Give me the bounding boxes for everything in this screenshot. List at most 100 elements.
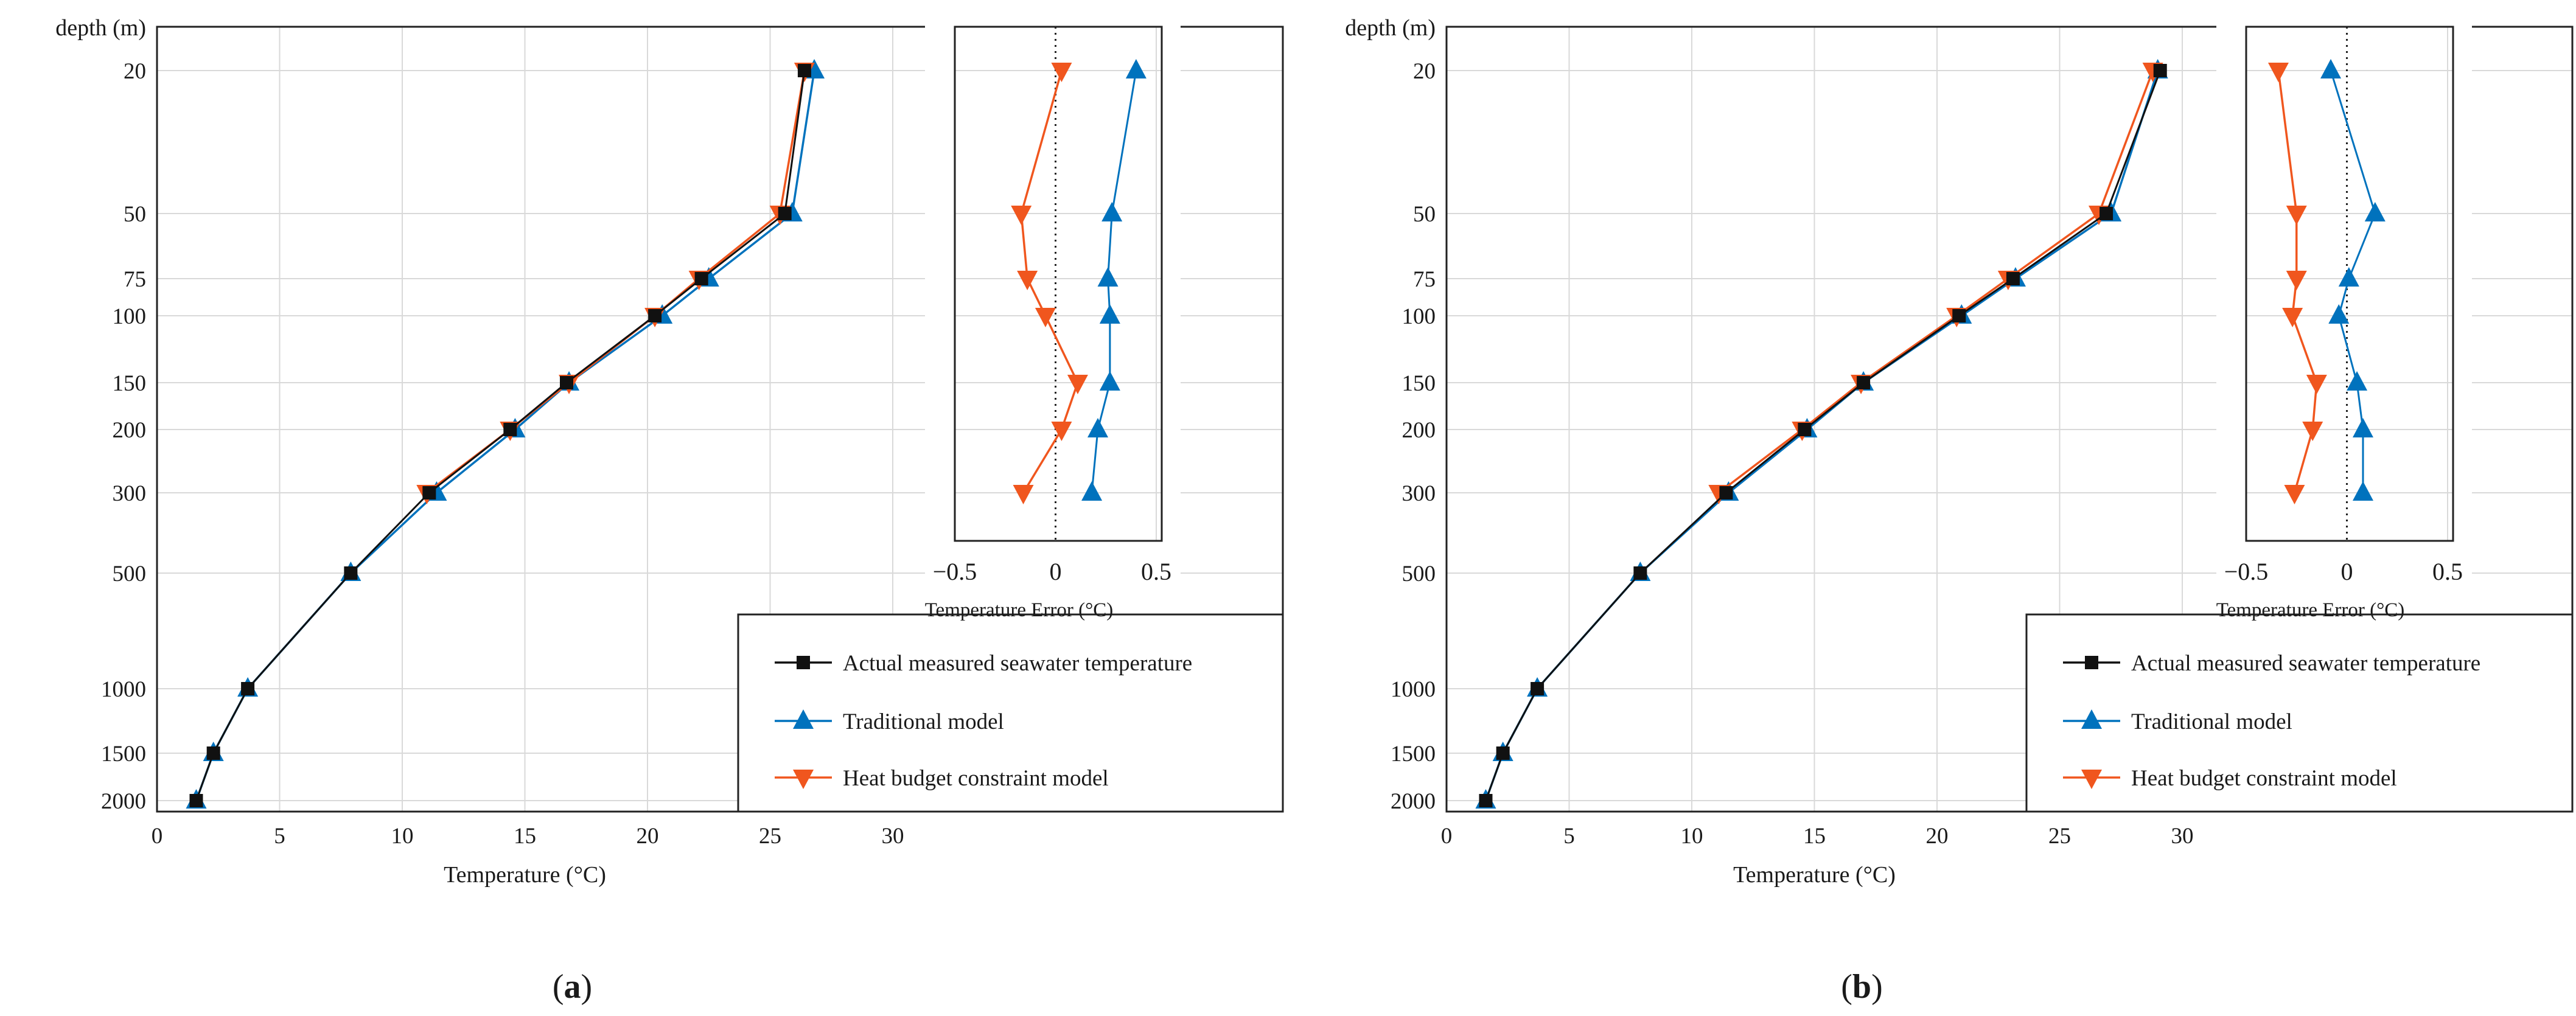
- y-tick-label: 150: [113, 371, 147, 396]
- data-point-1: [1051, 63, 1072, 82]
- data-point-0: [1857, 376, 1871, 389]
- legend-label: Actual measured seawater temperature: [843, 651, 1192, 676]
- data-point-0: [2347, 371, 2368, 391]
- y-tick-label: 75: [124, 267, 146, 292]
- x-tick-label: 10: [391, 824, 414, 849]
- data-point-0: [206, 746, 220, 760]
- legend-label: Heat budget constraint model: [843, 766, 1109, 791]
- data-point-0: [1101, 202, 1123, 221]
- series-line-0: [195, 70, 806, 801]
- x-tick-label: −0.5: [933, 558, 977, 585]
- x-tick-label: 30: [2171, 824, 2194, 849]
- y-tick-label: 200: [1402, 418, 1436, 443]
- x-tick-label: 20: [1926, 824, 1949, 849]
- data-point-1: [2286, 271, 2307, 290]
- data-point-1: [1013, 485, 1034, 504]
- y-tick-label: 200: [113, 418, 147, 443]
- y-tick-label: 1000: [101, 677, 146, 702]
- x-tick-label: 20: [637, 824, 659, 849]
- y-axis-title: depth (m): [1345, 15, 1436, 41]
- legend-swatch-marker: [2085, 656, 2098, 669]
- data-point-1: [1035, 308, 1056, 327]
- data-point-0: [241, 682, 255, 695]
- data-point-0: [2364, 202, 2386, 221]
- x-tick-label: 0: [2341, 558, 2353, 585]
- x-tick-label: 0: [1441, 824, 1453, 849]
- y-tick-label: 20: [124, 59, 146, 84]
- data-point-1: [2306, 375, 2327, 394]
- y-tick-label: 75: [1413, 267, 1436, 292]
- x-tick-label: 5: [1563, 824, 1575, 849]
- data-point-0: [560, 376, 574, 389]
- y-tick-label: 500: [1402, 562, 1436, 586]
- data-point-1: [1067, 375, 1088, 394]
- data-point-0: [1633, 566, 1647, 580]
- data-point-1: [2284, 485, 2305, 504]
- y-tick-label: 500: [113, 562, 147, 586]
- data-point-1: [2267, 63, 2289, 82]
- x-axis-title: Temperature Error (°C): [2216, 599, 2405, 621]
- x-tick-label: 0: [152, 824, 163, 849]
- x-tick-label: −0.5: [2224, 558, 2269, 585]
- data-point-0: [778, 207, 792, 220]
- error-inset-a: −0.5 0 0.5 Temperature Error (°C): [925, 26, 1171, 621]
- x-axis-title: Temperature (°C): [444, 862, 606, 888]
- x-tick-label: 25: [2048, 824, 2071, 849]
- data-point-0: [694, 272, 708, 285]
- data-point-0: [2338, 267, 2359, 287]
- x-tick-label: 25: [759, 824, 781, 849]
- inset-background: [925, 0, 1181, 608]
- data-point-0: [2100, 207, 2114, 220]
- x-tick-label: 0: [1050, 558, 1062, 585]
- legend-box: [737, 613, 1284, 813]
- data-point-0: [1496, 746, 1510, 760]
- legend-swatch-marker: [2081, 770, 2102, 789]
- legend-label: Actual measured seawater temperature: [2131, 651, 2480, 676]
- y-tick-label: 150: [1402, 371, 1436, 396]
- y-tick-label: 2000: [101, 789, 146, 814]
- data-point-0: [1479, 794, 1493, 807]
- data-point-0: [2328, 304, 2350, 324]
- data-point-0: [1097, 267, 1119, 287]
- data-point-1: [1017, 271, 1038, 290]
- y-tick-label: 50: [124, 202, 146, 227]
- error-inset-b: −0.5 0 0.5 Temperature Error (°C): [2216, 26, 2463, 621]
- data-point-0: [344, 566, 358, 580]
- data-point-1: [2286, 206, 2307, 225]
- x-axis-title: Temperature Error (°C): [925, 599, 1114, 621]
- data-point-0: [1531, 682, 1545, 695]
- data-point-1: [2302, 422, 2323, 441]
- x-tick-label: 10: [1681, 824, 1703, 849]
- y-tick-label: 20: [1413, 59, 1436, 84]
- legend-label: Traditional model: [2131, 709, 2292, 734]
- x-axis-title: Temperature (°C): [1733, 862, 1896, 888]
- legend-swatch-marker: [2081, 709, 2102, 729]
- y-tick-label: 300: [1402, 481, 1436, 506]
- data-point-1: [2282, 308, 2303, 327]
- data-point-0: [1719, 486, 1733, 499]
- panel-label-letter: a: [564, 968, 581, 1006]
- data-point-0: [1099, 304, 1120, 324]
- x-tick-label: 0.5: [2432, 558, 2463, 585]
- data-point-0: [2006, 272, 2020, 285]
- data-point-0: [797, 64, 811, 77]
- data-point-0: [2352, 418, 2373, 437]
- panel-label: (a): [553, 968, 592, 1006]
- y-tick-label: 300: [113, 481, 147, 506]
- data-point-0: [422, 486, 436, 499]
- legend-label: Traditional model: [843, 709, 1004, 734]
- y-tick-label: 100: [1402, 304, 1436, 329]
- legend-swatch-marker: [793, 709, 814, 729]
- legend-label: Heat budget constraint model: [2131, 766, 2397, 791]
- data-point-0: [1125, 59, 1147, 78]
- x-tick-label: 5: [274, 824, 285, 849]
- data-point-0: [1081, 481, 1103, 501]
- x-tick-label: 15: [1803, 824, 1826, 849]
- x-tick-label: 0.5: [1141, 558, 1171, 585]
- legend: Actual measured seawater temperature Trad…: [737, 613, 1284, 813]
- data-point-0: [1798, 423, 1812, 436]
- y-axis-title: depth (m): [55, 15, 146, 41]
- panel-label-letter: b: [1852, 968, 1871, 1006]
